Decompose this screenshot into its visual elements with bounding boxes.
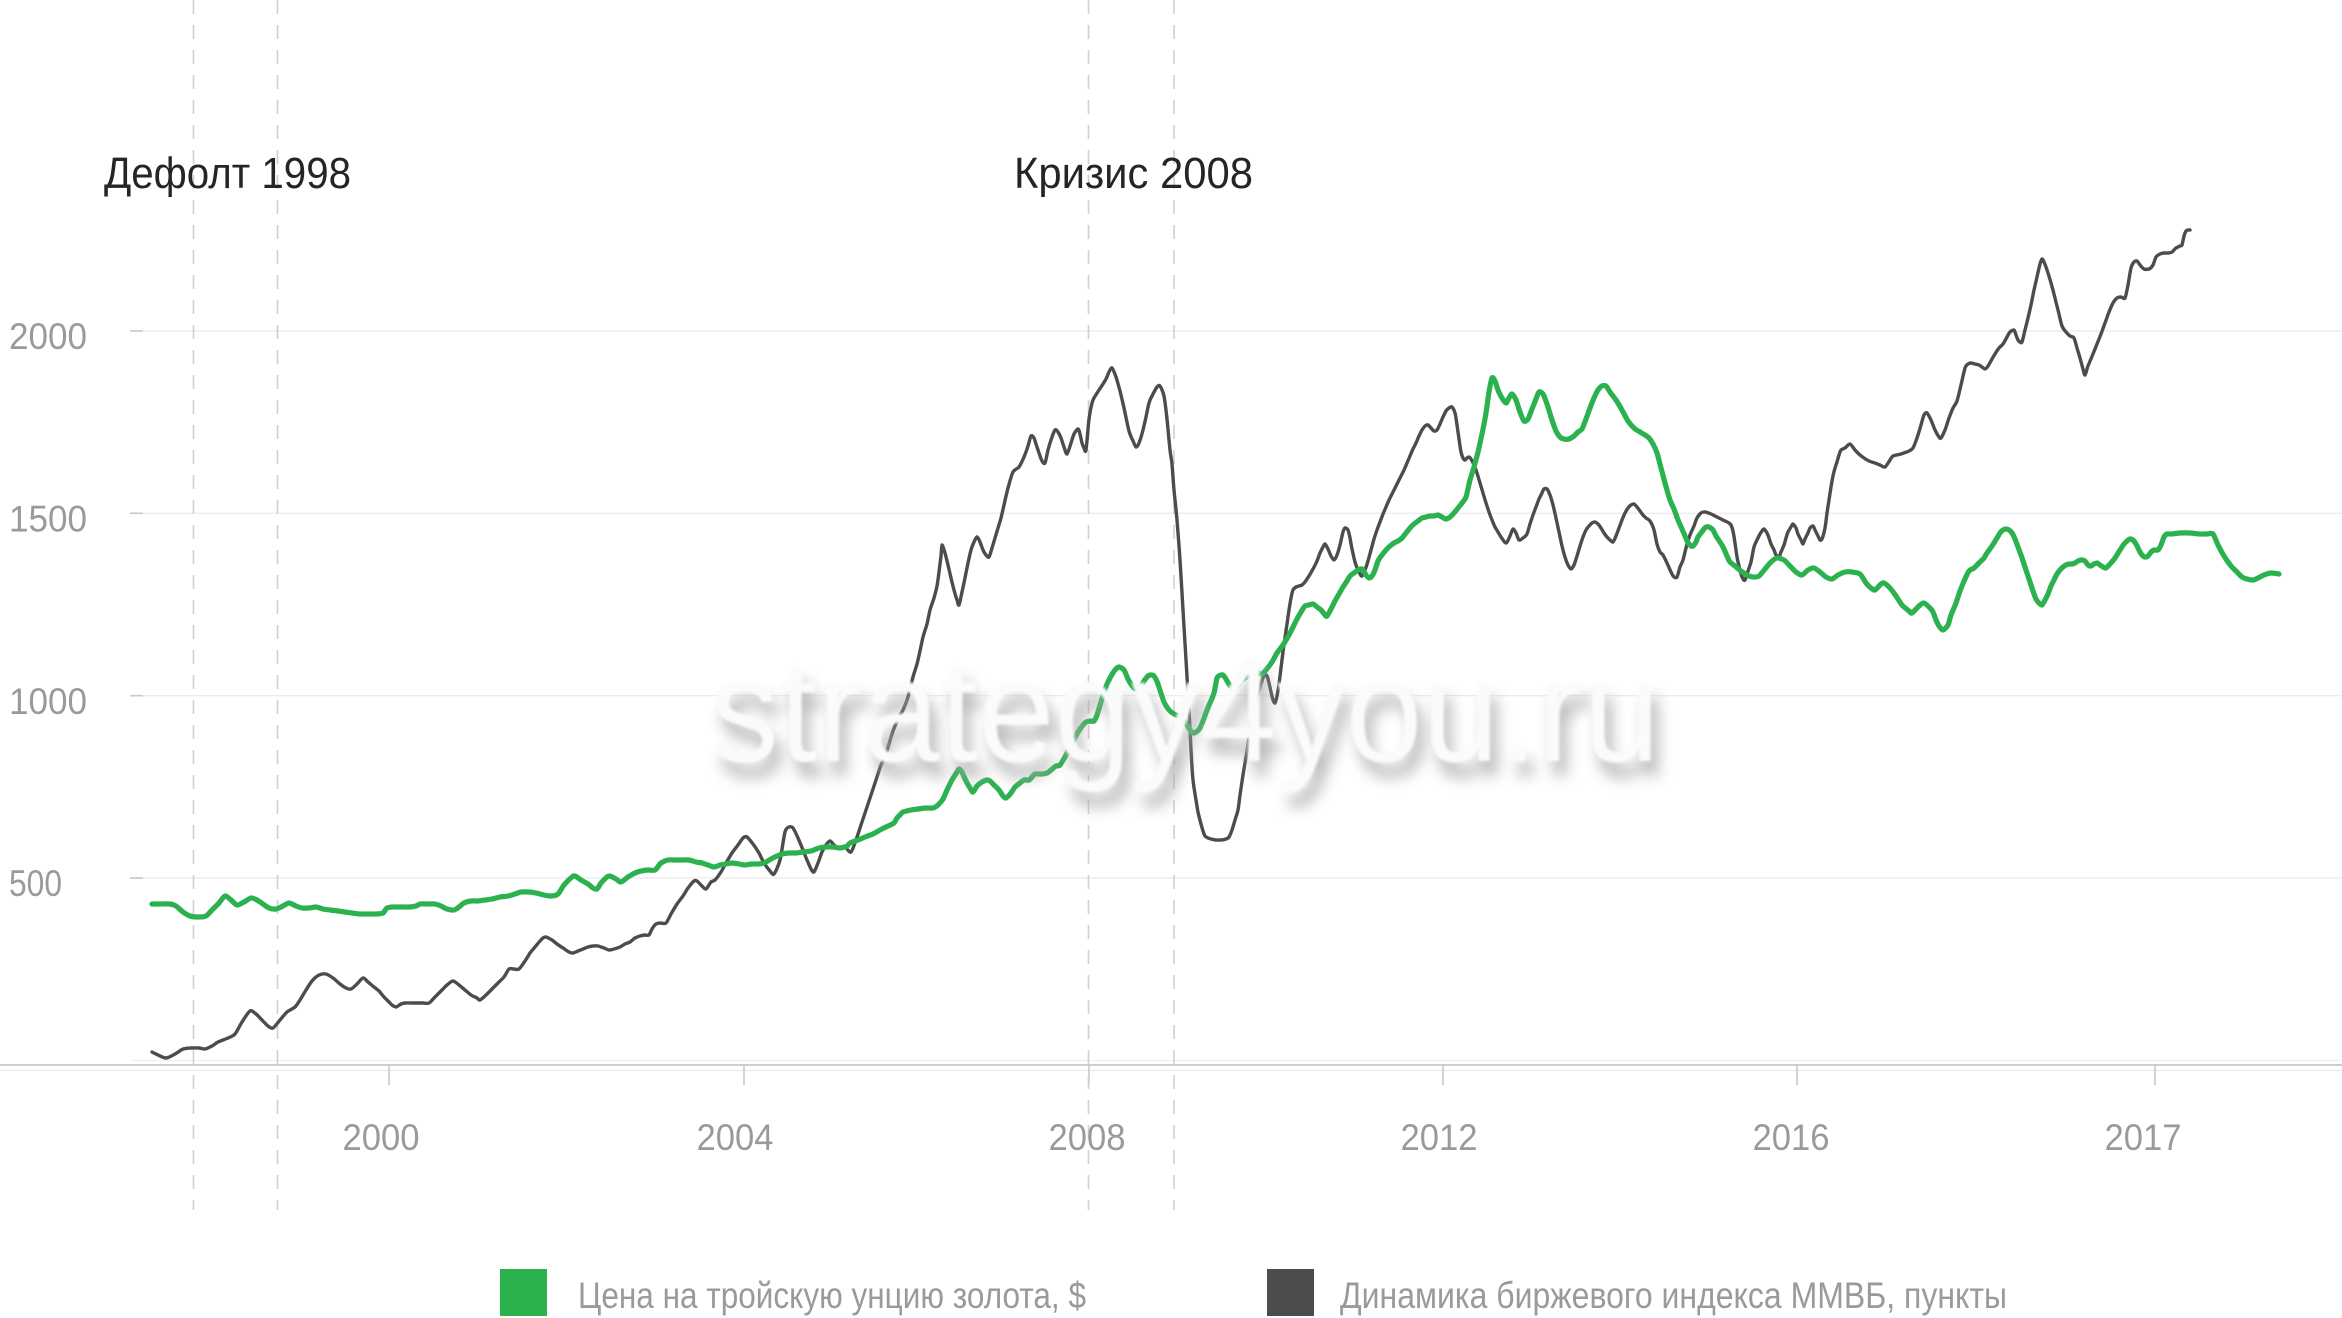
svg-text:1500: 1500: [9, 499, 87, 540]
svg-text:2016: 2016: [1753, 1117, 1830, 1158]
svg-text:Дефолт 1998: Дефолт 1998: [104, 149, 351, 198]
svg-text:Динамика биржевого индекса ММВ: Динамика биржевого индекса ММВБ, пункты: [1340, 1275, 2007, 1316]
svg-text:strategy4you.ru: strategy4you.ru: [717, 643, 1667, 808]
svg-text:2012: 2012: [1401, 1117, 1478, 1158]
svg-text:2017: 2017: [2105, 1117, 2182, 1158]
svg-text:2008: 2008: [1049, 1117, 1126, 1158]
svg-text:500: 500: [9, 863, 62, 904]
svg-text:2004: 2004: [697, 1117, 774, 1158]
svg-text:2000: 2000: [343, 1117, 420, 1158]
svg-text:2000: 2000: [9, 316, 87, 357]
svg-text:Кризис 2008: Кризис 2008: [1014, 149, 1253, 198]
svg-text:strategy4you.ru: strategy4you.ru: [710, 628, 1660, 793]
svg-text:1000: 1000: [9, 681, 87, 722]
svg-text:Цена на тройскую унцию золота,: Цена на тройскую унцию золота, $: [578, 1275, 1086, 1316]
